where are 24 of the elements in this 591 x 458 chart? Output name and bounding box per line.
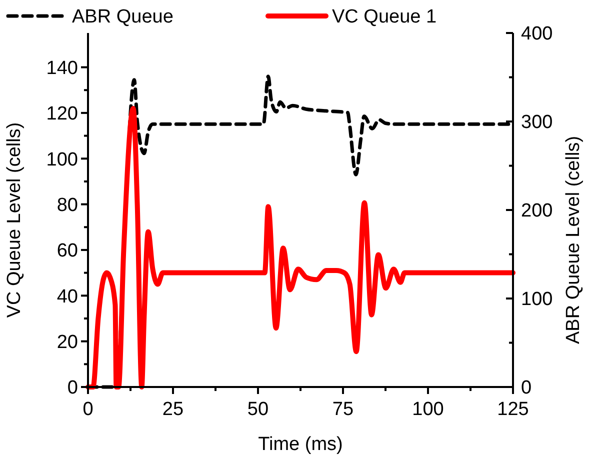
y-tick-label: 80 <box>56 194 78 216</box>
y-tick-label: 40 <box>56 286 78 308</box>
y2-tick-label: 300 <box>521 112 553 134</box>
x-tick-label: 75 <box>332 399 354 420</box>
x-tick-label: 50 <box>247 399 269 420</box>
y-tick-label: 120 <box>46 104 78 125</box>
x-axis-title: Time (ms) <box>258 434 343 455</box>
y-tick-label: 100 <box>46 149 78 170</box>
y-tick-label: 20 <box>56 332 78 353</box>
y2-tick-label: 0 <box>521 378 532 399</box>
y-tick-label: 60 <box>56 240 78 262</box>
y-axis-title: VC Queue Level (cells) <box>4 122 25 318</box>
x-tick-label: 25 <box>162 399 184 420</box>
x-tick-label: 100 <box>412 399 444 420</box>
y2-axis-title: ABR Queue Level (cells) <box>563 136 584 344</box>
y2-tick-label: 100 <box>521 289 553 310</box>
x-tick-label: 0 <box>82 399 94 420</box>
y-tick-label: 140 <box>46 58 78 79</box>
y2-tick-label: 400 <box>521 24 553 45</box>
legend-label: ABR Queue <box>72 6 174 28</box>
y2-tick-label: 200 <box>521 200 553 222</box>
y-tick-label: 0 <box>67 378 78 399</box>
x-tick-label: 125 <box>497 399 529 420</box>
legend-label: VC Queue 1 <box>332 6 437 28</box>
